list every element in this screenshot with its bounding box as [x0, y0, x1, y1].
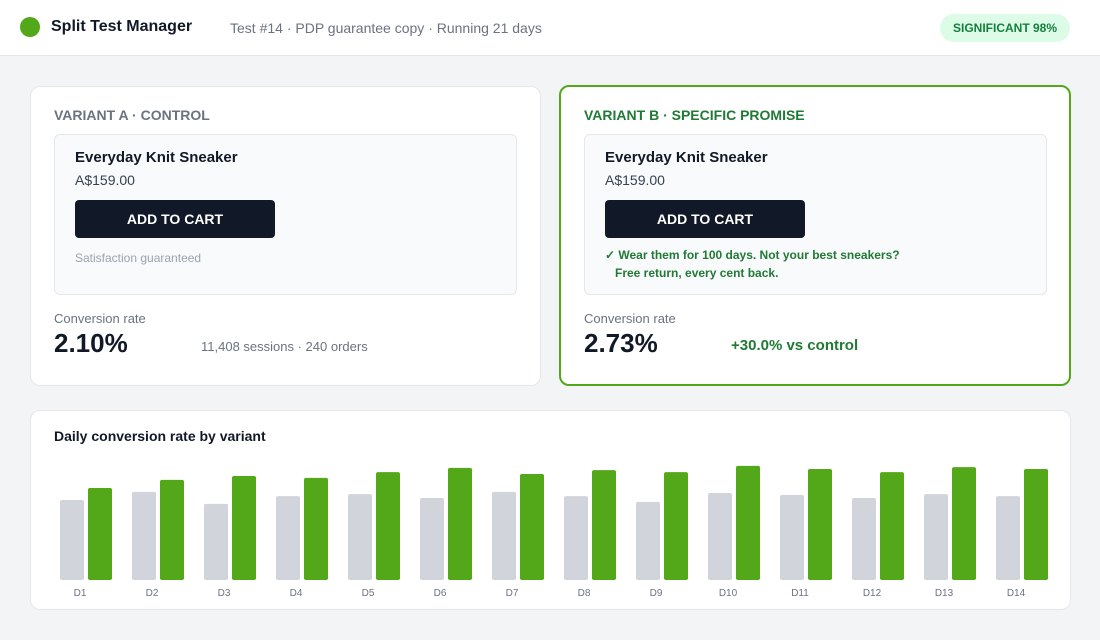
guarantee-note: Satisfaction guaranteed — [75, 251, 202, 265]
x-tick-label: D4 — [290, 588, 303, 599]
product-price: A$159.00 — [75, 172, 135, 188]
metric-label: Conversion rate — [584, 311, 676, 326]
add-to-cart[interactable]: ADD TO CART — [605, 200, 805, 238]
bar — [376, 472, 400, 580]
bar — [636, 501, 660, 580]
bar — [664, 472, 688, 580]
bar — [448, 467, 472, 580]
conversion-rate: 2.73% — [584, 328, 658, 358]
metric-label: Conversion rate — [54, 311, 146, 326]
conversion-rate: 2.10% — [54, 328, 128, 358]
bar — [952, 467, 976, 580]
bar — [276, 496, 300, 580]
bar — [232, 475, 256, 580]
bar — [880, 472, 904, 580]
x-tick-label: D1 — [74, 588, 87, 599]
bar — [592, 470, 616, 580]
app-title: Split Test Manager — [51, 18, 193, 35]
status-dot — [20, 17, 40, 37]
significance-badge: SIGNIFICANT 98% — [940, 14, 1070, 42]
test-info: Test #14 · PDP guarantee copy · Running … — [230, 20, 542, 36]
bar — [852, 498, 876, 580]
variant-card: VARIANT B · SPECIFIC PROMISE Everyday Kn… — [559, 85, 1071, 386]
bar — [564, 496, 588, 580]
x-tick-label: D9 — [650, 588, 663, 599]
variant-label: VARIANT B · SPECIFIC PROMISE — [584, 107, 805, 123]
metric-detail: 11,408 sessions · 240 orders — [201, 339, 368, 354]
bar — [996, 496, 1020, 580]
product-name: Everyday Knit Sneaker — [75, 149, 238, 166]
metric-detail: +30.0% vs control — [731, 337, 859, 354]
x-tick-label: D6 — [434, 588, 447, 599]
x-tick-label: D11 — [791, 588, 809, 599]
bar — [348, 494, 372, 580]
header: Split Test Manager Test #14 · PDP guaran… — [0, 0, 1100, 56]
variant-card: VARIANT A · CONTROL Everyday Knit Sneake… — [30, 86, 541, 386]
x-tick-label: D8 — [578, 588, 591, 599]
bar — [924, 494, 948, 580]
bar — [1024, 469, 1048, 580]
x-tick-label: D10 — [719, 588, 738, 599]
guarantee-note: ✓ Wear them for 100 days. Not your best … — [605, 248, 900, 280]
x-tick-label: D14 — [1007, 588, 1026, 599]
bar — [492, 491, 516, 580]
x-tick-label: D12 — [863, 588, 882, 599]
x-tick-label: D13 — [935, 588, 954, 599]
bar — [160, 479, 184, 580]
bar — [708, 493, 732, 580]
product-preview: Everyday Knit Sneaker A$159.00 ADD TO CA… — [584, 134, 1047, 295]
chart-title: Daily conversion rate by variant — [54, 428, 266, 444]
bar — [304, 477, 328, 580]
bar — [808, 469, 832, 580]
x-tick-label: D7 — [506, 588, 519, 599]
bar — [780, 494, 804, 580]
chart-card: Daily conversion rate by variant D1 D2 D3 D… — [30, 410, 1071, 610]
bar — [60, 499, 84, 580]
bar — [132, 491, 156, 580]
x-tick-label: D3 — [218, 588, 231, 599]
x-tick-label: D2 — [146, 588, 159, 599]
variant-label: VARIANT A · CONTROL — [54, 107, 210, 123]
product-name: Everyday Knit Sneaker — [605, 149, 768, 166]
add-to-cart[interactable]: ADD TO CART — [75, 200, 275, 238]
bar — [420, 498, 444, 580]
bar — [204, 503, 228, 580]
product-price: A$159.00 — [605, 172, 665, 188]
product-preview: Everyday Knit Sneaker A$159.00 ADD TO CA… — [54, 134, 517, 295]
chart: D1 D2 D3 D4 D5 D6 D7 D8 D9 D10 D11 D12 D13 D14 — [60, 465, 1048, 599]
bar — [520, 474, 544, 580]
bar — [736, 465, 760, 580]
x-tick-label: D5 — [362, 588, 375, 599]
bar — [88, 487, 112, 580]
